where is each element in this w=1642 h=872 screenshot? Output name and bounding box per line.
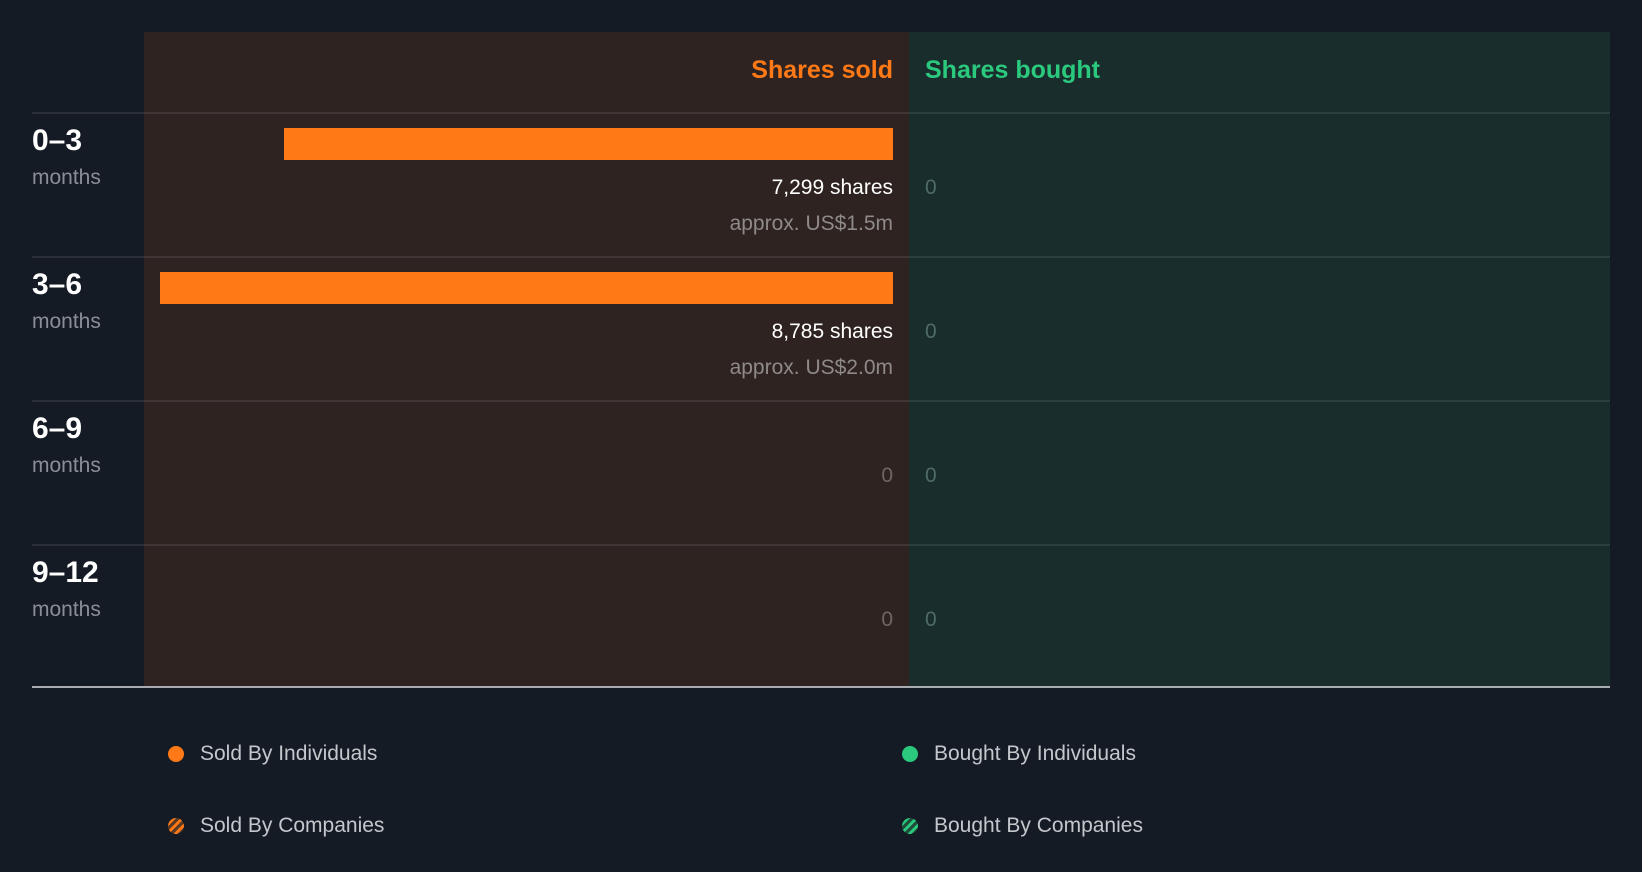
chart-baseline <box>32 686 1610 688</box>
legend-label: Sold By Individuals <box>200 742 378 765</box>
bought-value-9-12: 0 <box>925 608 937 631</box>
period-label-3-6: 3–6 months <box>32 268 101 334</box>
solid-dot-icon <box>168 746 184 762</box>
legend-label: Sold By Companies <box>200 814 385 837</box>
sold-value-3-6: approx. US$2.0m <box>729 356 893 379</box>
period-unit: months <box>32 454 101 477</box>
legend-label: Bought By Companies <box>934 814 1143 837</box>
legend-label: Bought By Individuals <box>934 742 1136 765</box>
row-divider <box>32 400 1610 402</box>
row-divider <box>32 112 1610 114</box>
period-unit: months <box>32 166 101 189</box>
sold-value-6-9: 0 <box>881 464 893 487</box>
solid-dot-icon <box>902 746 918 762</box>
period-range: 9–12 <box>32 556 99 589</box>
bought-value-3-6: 0 <box>925 320 937 343</box>
sold-bar-3-6[interactable] <box>160 272 893 304</box>
legend-bought-companies[interactable]: Bought By Companies <box>902 814 1143 838</box>
row-divider <box>32 544 1610 546</box>
period-label-6-9: 6–9 months <box>32 412 101 478</box>
shares-sold-header: Shares sold <box>751 56 893 84</box>
sold-value-9-12: 0 <box>881 608 893 631</box>
period-unit: months <box>32 598 101 621</box>
period-label-0-3: 0–3 months <box>32 124 101 190</box>
sold-bar-0-3[interactable] <box>284 128 893 160</box>
row-divider <box>32 256 1610 258</box>
period-range: 3–6 <box>32 268 83 301</box>
shares-bought-panel <box>909 32 1610 686</box>
period-unit: months <box>32 310 101 333</box>
sold-shares-0-3: 7,299 shares <box>771 176 893 199</box>
bought-value-6-9: 0 <box>925 464 937 487</box>
period-range: 0–3 <box>32 124 83 157</box>
striped-dot-icon <box>168 818 184 834</box>
sold-shares-3-6: 8,785 shares <box>771 320 893 343</box>
period-label-9-12: 9–12 months <box>32 556 101 622</box>
period-range: 6–9 <box>32 412 83 445</box>
legend-bought-individuals[interactable]: Bought By Individuals <box>902 742 1136 766</box>
striped-dot-icon <box>902 818 918 834</box>
bought-value-0-3: 0 <box>925 176 937 199</box>
legend-sold-individuals[interactable]: Sold By Individuals <box>168 742 377 766</box>
shares-bought-header: Shares bought <box>925 56 1101 84</box>
legend-sold-companies[interactable]: Sold By Companies <box>168 814 384 838</box>
sold-value-0-3: approx. US$1.5m <box>729 212 893 235</box>
